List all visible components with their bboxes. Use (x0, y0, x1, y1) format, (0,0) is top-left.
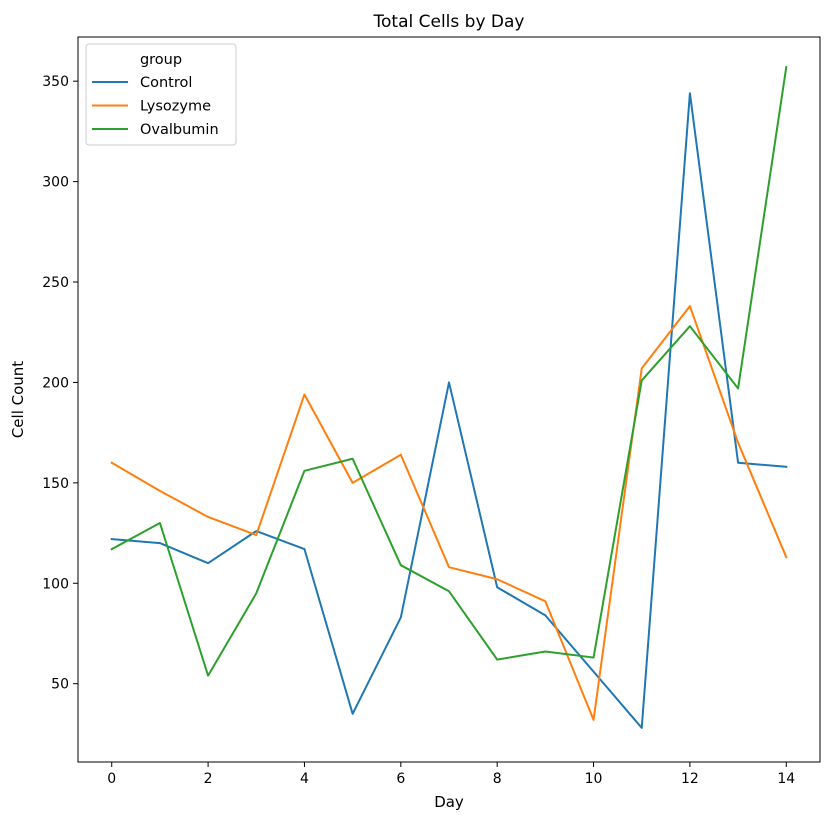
x-tick-label: 0 (107, 771, 116, 787)
legend-box (85, 43, 237, 146)
series-line-control (110, 92, 788, 729)
y-axis-label: Cell Count (9, 361, 27, 438)
series-line-ovalbumin (110, 65, 788, 677)
y-tick-label: 100 (42, 576, 69, 592)
y-tick-label: 350 (42, 74, 69, 90)
series-line-lysozyme (110, 305, 788, 721)
legend-label-lysozyme: Lysozyme (140, 99, 211, 115)
y-tick-label: 50 (51, 677, 69, 693)
x-tick-label: 2 (204, 771, 213, 787)
x-axis: 0 2 4 6 8 10 12 14 (107, 762, 795, 787)
x-tick-label: 8 (493, 771, 502, 787)
y-tick-label: 250 (42, 275, 69, 291)
y-tick-label: 300 (42, 175, 69, 191)
x-tick-label: 12 (681, 771, 699, 787)
legend: group Control Lysozyme Ovalbumin (85, 43, 237, 146)
x-axis-label: Day (434, 793, 464, 811)
y-tick-label: 150 (42, 476, 69, 492)
x-tick-label: 10 (585, 771, 603, 787)
legend-label-control: Control (140, 75, 192, 91)
series-lines (110, 65, 788, 729)
x-tick-label: 14 (777, 771, 795, 787)
plot-frame (77, 36, 821, 763)
legend-title: group (140, 52, 182, 68)
x-tick-label: 4 (300, 771, 309, 787)
y-axis: 50 100 150 200 250 300 350 (42, 74, 78, 693)
y-tick-label: 200 (42, 375, 69, 391)
legend-label-ovalbumin: Ovalbumin (140, 122, 219, 138)
chart-title: Total Cells by Day (373, 12, 525, 32)
x-tick-label: 6 (396, 771, 405, 787)
legend-items: Control Lysozyme Ovalbumin (92, 75, 219, 138)
